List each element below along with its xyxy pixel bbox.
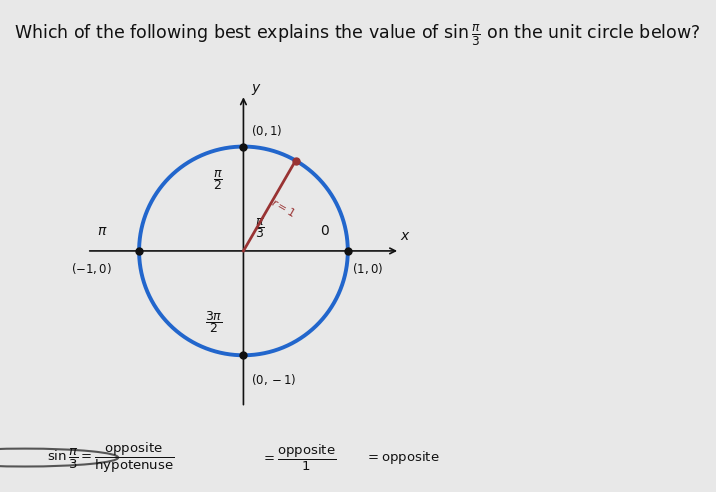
Text: $y$: $y$ xyxy=(251,82,261,96)
Text: $= \dfrac{\mathrm{opposite}}{1}$: $= \dfrac{\mathrm{opposite}}{1}$ xyxy=(261,442,337,473)
Text: $\dfrac{\pi}{2}$: $\dfrac{\pi}{2}$ xyxy=(213,168,223,192)
Text: $\dfrac{\pi}{3}$: $\dfrac{\pi}{3}$ xyxy=(255,216,265,240)
Text: $\pi$: $\pi$ xyxy=(97,224,108,239)
Text: $0$: $0$ xyxy=(320,224,330,239)
Text: $\dfrac{3\pi}{2}$: $\dfrac{3\pi}{2}$ xyxy=(205,309,223,335)
Text: $(1, 0)$: $(1, 0)$ xyxy=(352,261,383,277)
Text: $r=1$: $r=1$ xyxy=(268,195,297,219)
Text: Which of the following best explains the value of $\mathregular{sin}\,\frac{\pi}: Which of the following best explains the… xyxy=(14,23,700,48)
Text: $\mathrm{sin}\,\dfrac{\pi}{3} = \dfrac{\mathrm{opposite}}{\mathrm{hypotenuse}}$: $\mathrm{sin}\,\dfrac{\pi}{3} = \dfrac{\… xyxy=(47,440,174,475)
Text: $(0, 1)$: $(0, 1)$ xyxy=(251,123,282,138)
Text: $x$: $x$ xyxy=(400,229,410,243)
Text: $= \mathrm{opposite}$: $= \mathrm{opposite}$ xyxy=(365,449,440,466)
Text: $(-1, 0)$: $(-1, 0)$ xyxy=(71,261,112,277)
Text: $(0, -1)$: $(0, -1)$ xyxy=(251,372,296,387)
